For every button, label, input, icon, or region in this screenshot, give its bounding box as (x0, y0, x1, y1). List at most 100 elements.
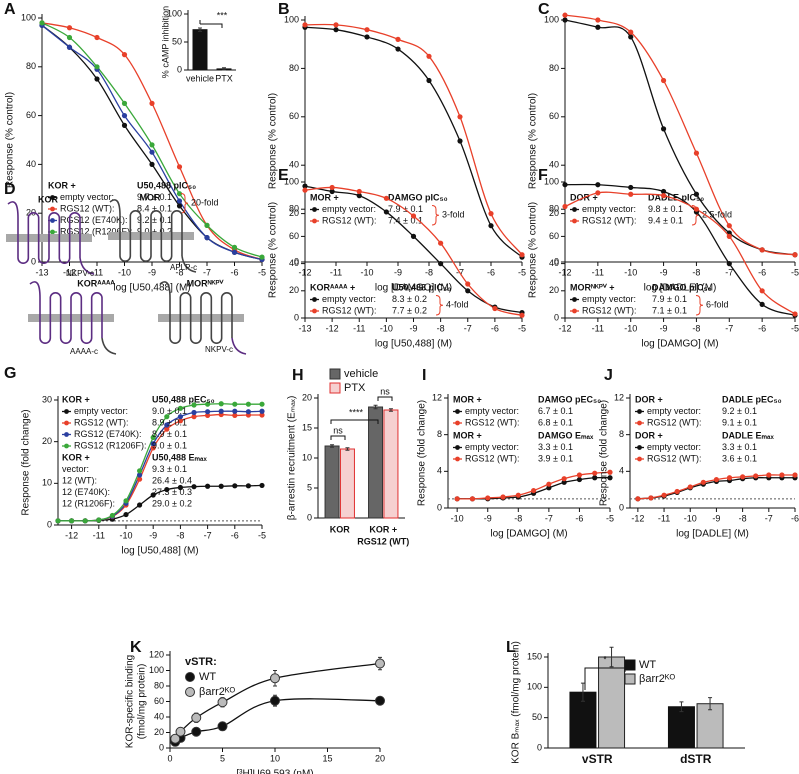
point (693, 191, 700, 197)
point (191, 484, 197, 490)
point (395, 46, 401, 52)
x-tick-label: -12 (65, 530, 78, 540)
panel-letter: C (538, 1, 550, 18)
legend-label: empty vector: (322, 294, 376, 304)
point (121, 100, 128, 106)
error-bar (330, 444, 335, 448)
y-tick-label: 40 (154, 711, 164, 721)
legend-marker (64, 420, 69, 426)
significance-bracket (377, 396, 393, 401)
point (562, 182, 568, 188)
legend-marker (637, 409, 642, 414)
receptor-label: MORᴺᴷᴾⱽ (187, 278, 225, 288)
point (635, 496, 641, 502)
x-tick-label: -9 (484, 513, 492, 523)
x-tick-label: 15 (322, 753, 332, 763)
error-bar (222, 67, 226, 71)
point (259, 254, 265, 260)
y-tick-label: 15 (302, 422, 312, 432)
point (410, 213, 417, 219)
y-tick-label: 100 (544, 176, 559, 186)
legend-stat: 8.3 ± 0.2 (392, 294, 427, 304)
y-tick-label: 80 (154, 680, 164, 690)
y-tick-label: 10 (42, 478, 52, 488)
x-axis-label: log [DAMGO] (M) (375, 283, 452, 294)
legend-stat-title: DAMGO pIC₅₀ (652, 282, 712, 292)
point (66, 44, 73, 50)
point (205, 412, 211, 419)
point (177, 414, 183, 420)
legend-label: RGS12 (WT): (74, 417, 129, 427)
legend-marker (50, 229, 55, 235)
legend-label: empty vector: (465, 442, 519, 452)
y-tick-label: 80 (549, 204, 559, 214)
legend-title: vSTR: (185, 656, 217, 668)
y-tick-label: 0 (619, 502, 624, 512)
x-tick-label: -11 (93, 530, 105, 540)
point (94, 34, 100, 41)
y-tick-label: 100 (149, 665, 164, 675)
point (492, 305, 498, 312)
legend-marker (185, 687, 195, 697)
legend-marker (312, 308, 317, 314)
point (176, 203, 183, 209)
point (592, 470, 598, 476)
panel-letter: D (4, 181, 16, 198)
legend-marker (637, 420, 642, 426)
point (753, 473, 759, 479)
point (149, 161, 155, 167)
point (726, 223, 732, 229)
panel-letter: G (4, 365, 16, 382)
point (519, 312, 525, 318)
y-tick-label: 5 (307, 482, 312, 492)
point (457, 138, 463, 144)
point (69, 518, 75, 524)
x-tick-label: -11 (91, 267, 103, 277)
significance-label: *** (217, 10, 228, 20)
tail-label: NKPV-c (66, 269, 94, 278)
x-tick-label: -5 (258, 267, 266, 277)
point (465, 281, 471, 287)
legend-stat: 9.2 ± 0.1 (722, 406, 757, 416)
point (607, 475, 613, 481)
legend-label: RGS12 (WT): (582, 215, 637, 225)
point (562, 12, 568, 18)
x-tick-label: vehicle (186, 73, 214, 83)
point (270, 695, 280, 706)
x-tick-label: 0 (167, 753, 172, 763)
point (232, 483, 238, 489)
receptor-label: KOR (38, 194, 59, 204)
legend-marker (637, 456, 642, 462)
point (595, 182, 601, 188)
y-axis-label: % cAMP inhibition (160, 6, 170, 78)
legend-label: RGS12 (WT): (465, 417, 520, 427)
y-tick-label: 20 (289, 208, 299, 218)
panel-letter: E (278, 167, 289, 184)
x-axis-label: log [DADLE] (M) (644, 283, 717, 294)
point (94, 64, 100, 70)
x-tick-label: -6 (230, 267, 238, 277)
legend-stat: 9.3 ± 0.1 (152, 464, 187, 474)
significance-label: **** (349, 407, 364, 417)
legend-marker (50, 218, 55, 223)
point (546, 481, 552, 487)
legend-label: empty vector: (465, 406, 519, 416)
point (176, 164, 183, 170)
x-tick-label: -7 (203, 267, 211, 277)
x-tick-label: -9 (712, 513, 720, 523)
point (164, 486, 170, 493)
x-axis-label: log [DAMGO] (M) (490, 529, 567, 540)
legend-stat: 7.9 ± 0.1 (652, 294, 687, 304)
x-tick-label: -7 (545, 513, 553, 523)
point (426, 53, 432, 59)
point (55, 518, 61, 524)
point (82, 518, 88, 524)
point (191, 726, 202, 737)
x-axis-label: [³H]U69,593 (nM) (236, 769, 313, 774)
legend-stat-title: DAMGO pIC₅₀ (388, 192, 448, 202)
x-tick-label: -5 (606, 513, 614, 523)
point (302, 187, 308, 193)
legend-stat: 29.0 ± 0.2 (152, 498, 192, 508)
y-tick-label: 12 (614, 392, 624, 402)
x-tick-label: vSTR (582, 752, 613, 766)
